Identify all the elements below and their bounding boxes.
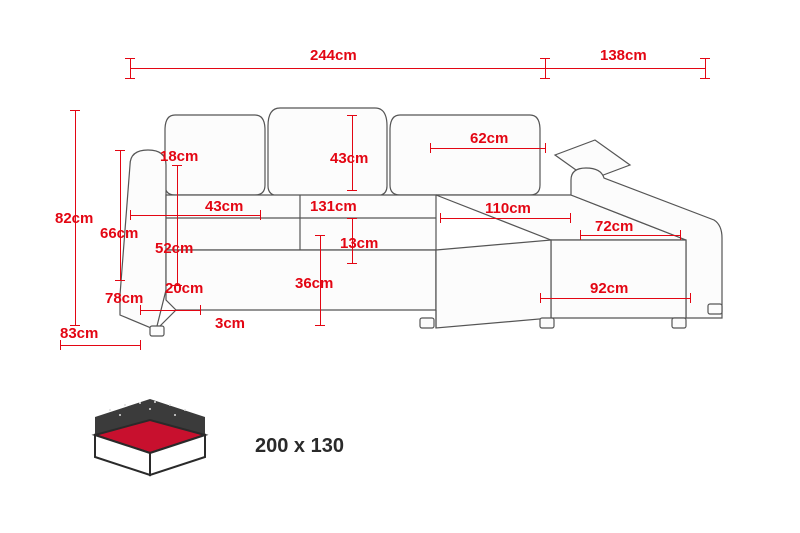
dim-vline bbox=[177, 165, 178, 285]
dim-label: 83cm bbox=[60, 325, 98, 342]
dim-label: 110cm bbox=[485, 200, 531, 217]
dim-hline bbox=[130, 68, 705, 69]
dim-hline bbox=[60, 345, 140, 346]
dim-label: 72cm bbox=[595, 218, 633, 235]
dim-label: 131cm bbox=[310, 198, 357, 215]
dim-vline bbox=[705, 58, 706, 78]
dim-vline bbox=[120, 150, 121, 280]
dim-label: 66cm bbox=[100, 225, 138, 242]
dim-hline bbox=[430, 148, 545, 149]
dim-label: 3cm bbox=[215, 315, 245, 332]
dim-label: 36cm bbox=[295, 275, 333, 292]
dim-hline bbox=[540, 298, 690, 299]
dim-hline bbox=[440, 218, 570, 219]
diagram-canvas: 244cm 138cm 82cm 66cm 18cm 43cm 62cm 43cm 131cm 1… bbox=[0, 0, 800, 533]
bed-size-label: 200 x 130 bbox=[255, 435, 344, 458]
bed-icon bbox=[75, 395, 245, 505]
dim-label: 13cm bbox=[340, 235, 378, 252]
dim-label: 52cm bbox=[155, 240, 193, 257]
dim-label: 18cm bbox=[160, 148, 198, 165]
dim-vline bbox=[130, 58, 131, 78]
dim-label: 43cm bbox=[205, 198, 243, 215]
dim-label: 138cm bbox=[600, 47, 647, 64]
dim-label: 82cm bbox=[55, 210, 93, 227]
dim-hline bbox=[580, 235, 680, 236]
dim-label: 78cm bbox=[105, 290, 143, 307]
dim-hline bbox=[140, 310, 200, 311]
dim-label: 20cm bbox=[165, 280, 203, 297]
dim-vline bbox=[545, 58, 546, 78]
dim-label: 92cm bbox=[590, 280, 628, 297]
dim-hline bbox=[130, 215, 260, 216]
dim-label: 43cm bbox=[330, 150, 368, 167]
dim-label: 62cm bbox=[470, 130, 508, 147]
dim-label: 244cm bbox=[310, 47, 357, 64]
